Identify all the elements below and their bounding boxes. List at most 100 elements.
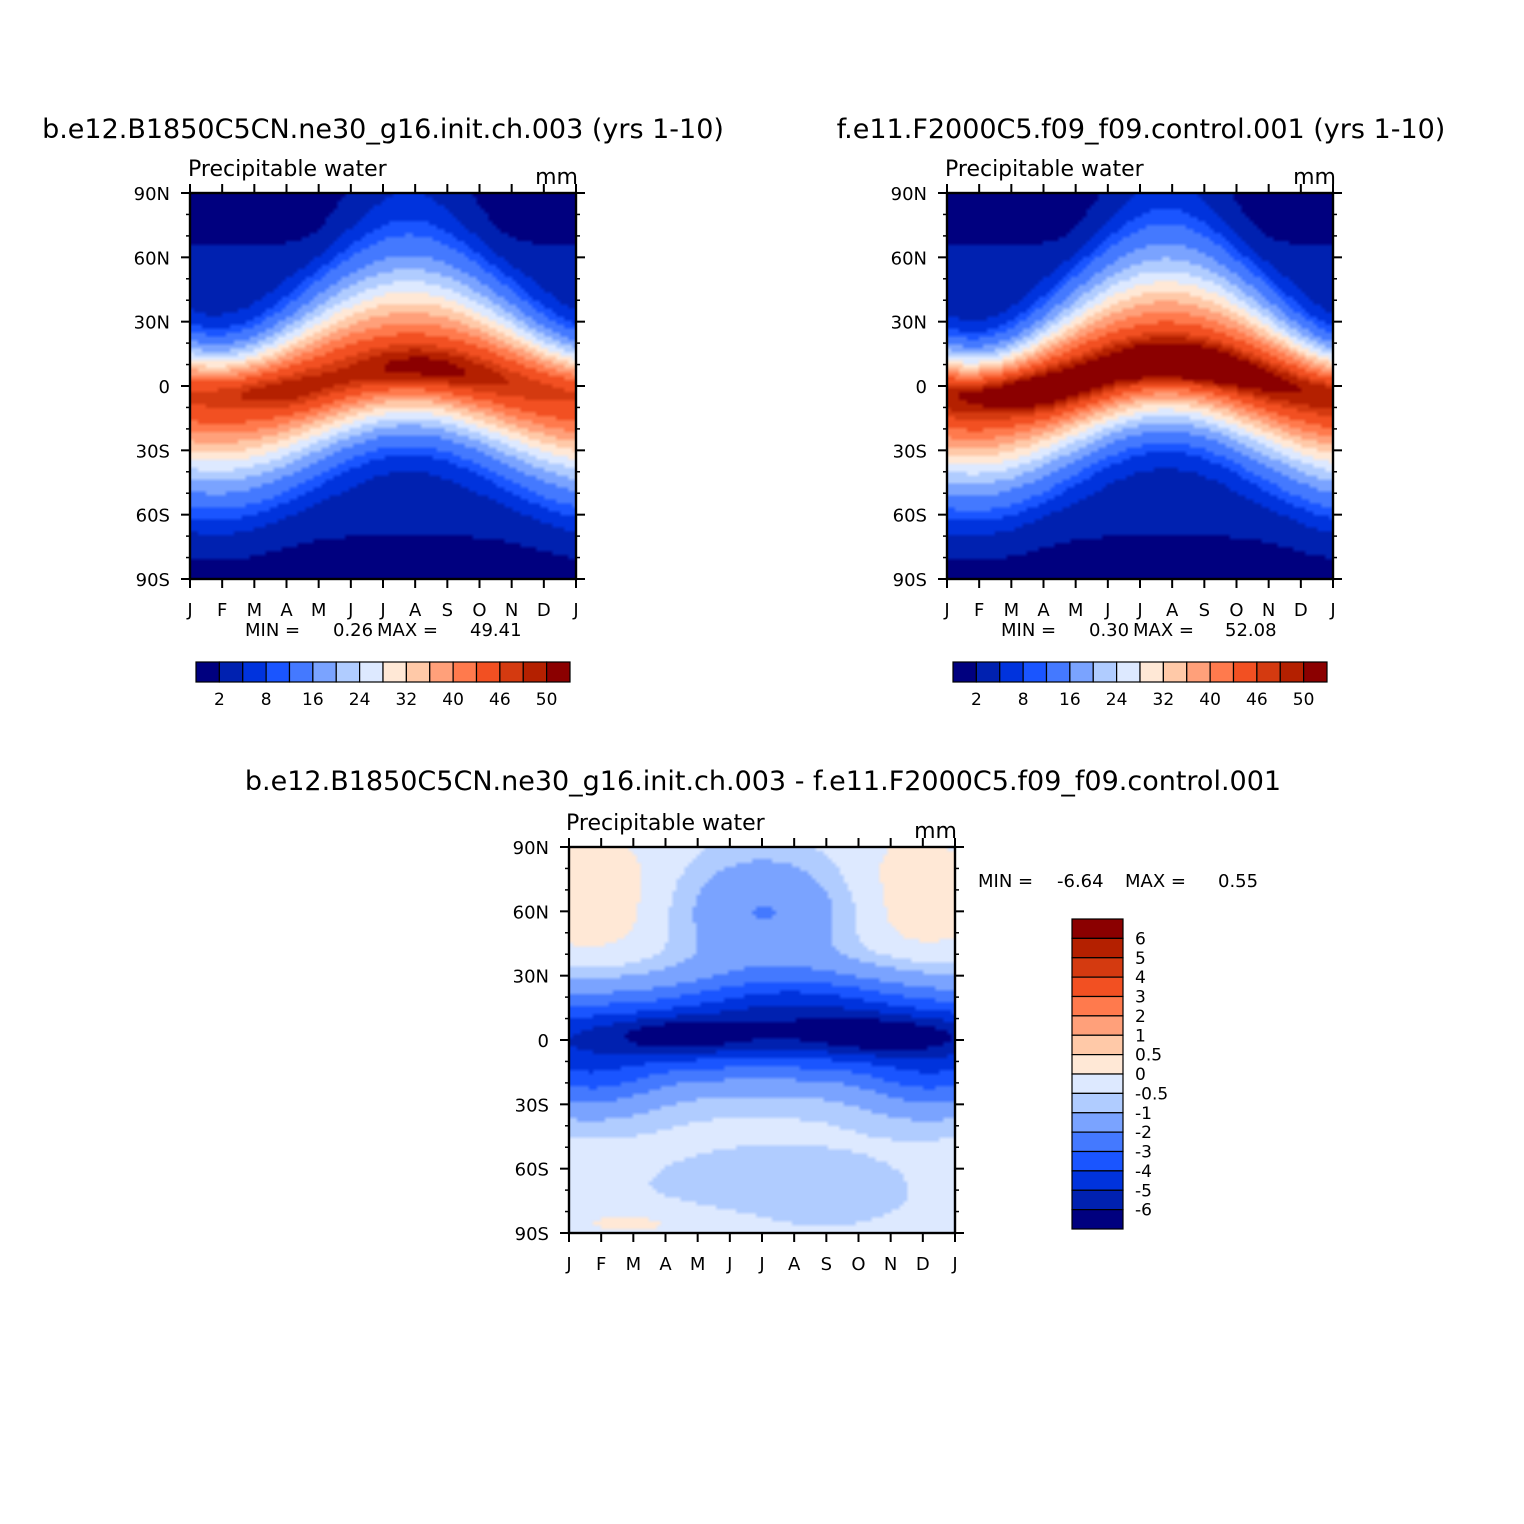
- legend-label: 32: [396, 690, 418, 710]
- legend-swatch: [429, 661, 454, 683]
- x-tick-label: N: [1262, 600, 1275, 621]
- panel-3-plot-area: [569, 847, 955, 1233]
- legend-swatch: [1162, 661, 1188, 683]
- legend-label: 40: [442, 690, 464, 710]
- y-tick-label: 30N: [891, 313, 927, 334]
- panel-2-legend: 2 8 16 24 32 40 46 50: [952, 661, 1328, 710]
- legend-label: 2: [214, 690, 225, 710]
- x-tick-label: F: [974, 600, 984, 621]
- legend-label: 50: [1293, 690, 1315, 710]
- legend-swatch: [975, 661, 1001, 683]
- legend-label: -3: [1135, 1143, 1152, 1163]
- y-tick-label: 90N: [513, 838, 549, 859]
- panel-2: f.e11.F2000C5.f09_f09.control.001 (yrs 1…: [837, 114, 1446, 710]
- x-tick-label: F: [596, 1254, 606, 1275]
- x-tick-label: M: [1068, 600, 1084, 621]
- y-tick-label: 30S: [515, 1095, 549, 1116]
- legend-swatch: [1139, 661, 1164, 683]
- legend-swatch: [195, 661, 220, 683]
- legend-swatch: [1071, 1034, 1124, 1056]
- legend-swatch: [999, 661, 1024, 683]
- x-tick-label: A: [1037, 600, 1050, 621]
- panel-2-max-value: 52.08: [1225, 620, 1277, 641]
- panel-2-title: f.e11.F2000C5.f09_f09.control.001 (yrs 1…: [837, 114, 1446, 145]
- y-tick-label: 0: [159, 377, 170, 398]
- x-tick-label: M: [1004, 600, 1020, 621]
- x-tick-label: J: [572, 600, 578, 621]
- legend-swatch: [952, 661, 977, 683]
- panel-3-min-label: MIN =: [978, 871, 1033, 892]
- legend-swatch: [359, 661, 384, 683]
- legend-swatch: [1071, 995, 1124, 1017]
- legend-swatch: [1022, 661, 1048, 683]
- legend-label: -1: [1135, 1104, 1152, 1124]
- x-tick-label: J: [347, 600, 353, 621]
- x-tick-label: J: [1136, 600, 1142, 621]
- x-tick-label: M: [690, 1254, 706, 1275]
- legend-swatch: [1256, 661, 1281, 683]
- x-tick-label: A: [659, 1254, 672, 1275]
- legend-swatch: [452, 661, 478, 683]
- legend-swatch: [1071, 1209, 1124, 1230]
- legend-label: 0.5: [1135, 1046, 1162, 1066]
- legend-swatch: [218, 661, 244, 683]
- y-tick-label: 60S: [136, 506, 170, 527]
- x-tick-label: N: [884, 1254, 897, 1275]
- legend-swatch: [1232, 661, 1258, 683]
- legend-swatch: [1071, 1015, 1124, 1036]
- legend-label: -0.5: [1135, 1084, 1168, 1104]
- legend-label: 16: [1059, 690, 1081, 710]
- legend-swatch: [1279, 661, 1305, 683]
- x-tick-label: A: [280, 600, 293, 621]
- legend-label: 46: [1246, 690, 1268, 710]
- x-tick-label: J: [1104, 600, 1110, 621]
- panel-1-min-label: MIN =: [245, 620, 300, 641]
- x-tick-label: J: [758, 1254, 764, 1275]
- legend-swatch: [382, 661, 407, 683]
- heatmap-field: [569, 847, 955, 1233]
- legend-label: 24: [349, 690, 371, 710]
- legend-swatch: [1071, 918, 1124, 939]
- x-tick-label: M: [247, 600, 263, 621]
- legend-swatch: [1071, 957, 1124, 978]
- legend-swatch: [335, 661, 361, 683]
- legend-swatch: [1071, 1092, 1124, 1114]
- panel-1-legend: 2 8 16 24 32 40 46 50: [195, 661, 571, 710]
- y-tick-label: 90S: [893, 570, 927, 591]
- legend-label: 40: [1199, 690, 1221, 710]
- legend-swatch: [1071, 1150, 1124, 1172]
- y-tick-label: 30N: [134, 313, 170, 334]
- y-tick-label: 60S: [893, 506, 927, 527]
- panel-3-units: mm: [914, 819, 957, 844]
- x-tick-label: J: [565, 1254, 571, 1275]
- legend-swatch: [1045, 661, 1071, 683]
- legend-swatch: [1116, 661, 1141, 683]
- y-tick-label: 30S: [136, 441, 170, 462]
- legend-label: 5: [1135, 949, 1146, 969]
- x-tick-label: N: [505, 600, 518, 621]
- legend-swatch: [1071, 1054, 1124, 1075]
- y-tick-label: 60N: [134, 248, 170, 269]
- x-tick-label: S: [442, 600, 453, 621]
- legend-label: 3: [1135, 988, 1146, 1008]
- legend-label: -5: [1135, 1181, 1152, 1201]
- legend-label: -4: [1135, 1162, 1152, 1182]
- panel-1: b.e12.B1850C5CN.ne30_g16.init.ch.003 (yr…: [42, 114, 724, 710]
- panel-3-max-label: MAX =: [1125, 871, 1186, 892]
- legend-swatch: [1069, 661, 1094, 683]
- panel-1-subtitle: Precipitable water: [188, 157, 388, 182]
- panel-2-min-label: MIN =: [1001, 620, 1056, 641]
- panel-3-subtitle: Precipitable water: [566, 811, 766, 836]
- x-tick-label: J: [1329, 600, 1335, 621]
- legend-label: 24: [1106, 690, 1128, 710]
- y-tick-label: 60S: [515, 1160, 549, 1181]
- x-tick-label: A: [788, 1254, 801, 1275]
- legend-label: 2: [1135, 1007, 1146, 1027]
- legend-swatch: [522, 661, 548, 683]
- legend-swatch: [1186, 661, 1211, 683]
- x-tick-label: D: [916, 1254, 930, 1275]
